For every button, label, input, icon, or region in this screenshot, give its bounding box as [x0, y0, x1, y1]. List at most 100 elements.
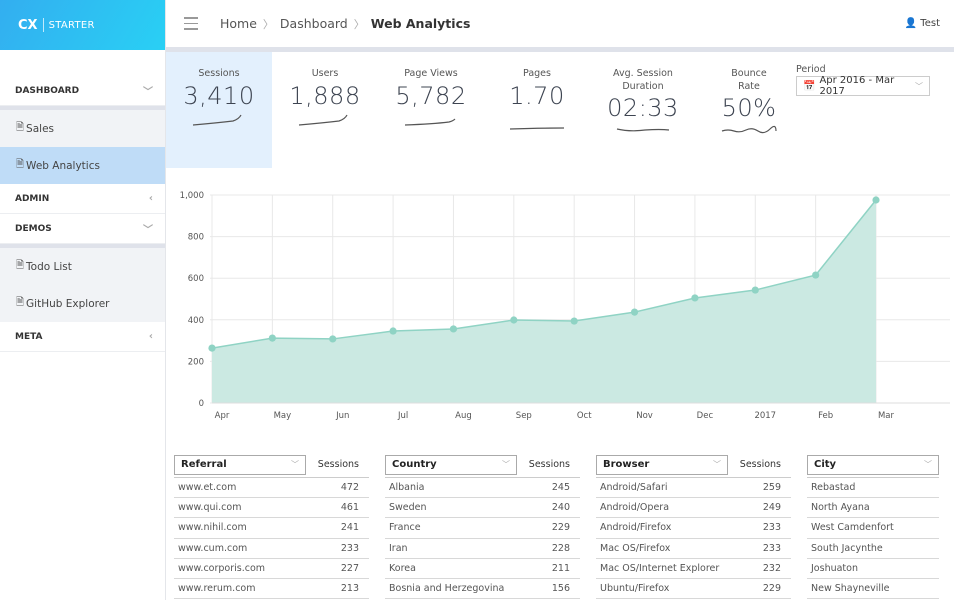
table-header: Referral ﹀ Sessions	[174, 452, 369, 478]
x-tick-label: Jul	[397, 411, 408, 421]
table-city: City ﹀ Rebastad North Ayana West Camdenfort S…	[807, 452, 939, 600]
table-row[interactable]: Korea 211	[385, 559, 580, 579]
row-label: New Shayneville	[811, 583, 890, 595]
table-row[interactable]: Bosnia and Herzegovina 156	[385, 579, 580, 600]
table-row[interactable]: Rebastad	[807, 478, 939, 499]
row-label: www.corporis.com	[178, 562, 266, 574]
table-row[interactable]: Ubuntu/Firefox 229	[596, 579, 791, 600]
row-label: Sweden	[389, 502, 427, 514]
stat-users[interactable]: Users 1,888	[272, 52, 378, 168]
logo[interactable]: CX STARTER	[0, 0, 165, 50]
chevron-right-icon: 〉	[353, 17, 365, 31]
table-row[interactable]: Joshuaton	[807, 559, 939, 579]
row-label: www.nihil.com	[178, 522, 247, 534]
data-point	[751, 286, 759, 294]
data-point	[630, 308, 639, 316]
row-label: Korea	[389, 562, 416, 574]
sparkline	[509, 126, 565, 130]
table-row[interactable]: www.nihil.com 241	[174, 518, 369, 539]
sidebar-item-todo-list[interactable]: 🗎 Todo List	[0, 248, 165, 285]
sidebar-section-demos[interactable]: DEMOS ﹀	[0, 214, 165, 244]
chevron-down-icon: ﹀	[713, 460, 721, 469]
dimension-select[interactable]: City ﹀	[807, 454, 939, 475]
metric-header: Sessions	[739, 459, 781, 470]
item-label: GitHub Explorer	[26, 297, 110, 310]
row-value: 229	[762, 583, 781, 595]
row-value: 245	[551, 482, 570, 494]
stat-avg-session-duration[interactable]: Avg. Session Duration 02:33	[590, 52, 696, 168]
table-row[interactable]: Android/Opera 249	[596, 498, 791, 519]
dimension-select[interactable]: Country ﹀	[385, 454, 517, 475]
sidebar: CX STARTER DASHBOARD ﹀ 🗎 Sales 🗎 Web Analyti…	[0, 0, 166, 600]
data-point	[510, 316, 518, 324]
table-row[interactable]: www.qui.com 461	[174, 498, 369, 519]
table-row[interactable]: Mac OS/Firefox 233	[596, 539, 791, 559]
stat-value: 3,410	[183, 81, 255, 110]
breadcrumb-home[interactable]: Home	[220, 16, 257, 31]
chevron-down-icon: ﹀	[143, 225, 153, 236]
table-row[interactable]: North Ayana	[807, 498, 939, 519]
stat-label: Sessions	[198, 68, 240, 79]
sidebar-section-admin[interactable]: ADMIN ‹	[0, 184, 165, 214]
menu-icon[interactable]	[184, 17, 198, 30]
row-value: 241	[340, 522, 359, 534]
item-label: Sales	[26, 122, 54, 135]
table-row[interactable]: West Camdenfort	[807, 518, 939, 539]
table-row[interactable]: France 229	[385, 518, 580, 539]
dimension-label: City	[814, 459, 837, 470]
stat-page-views[interactable]: Page Views 5,782	[378, 52, 484, 168]
table-row[interactable]: www.corporis.com 227	[174, 559, 369, 579]
row-value: 259	[762, 482, 781, 494]
user-menu[interactable]: 👤 Test	[905, 18, 940, 29]
row-value: 233	[340, 542, 359, 554]
sparkline	[298, 114, 348, 126]
table-row[interactable]: Sweden 240	[385, 498, 580, 519]
y-tick-label: 600	[188, 274, 204, 284]
series-line	[211, 199, 877, 349]
table-row[interactable]: Mac OS/Internet Explorer 232	[596, 559, 791, 579]
document-icon: 🗎	[16, 122, 25, 133]
row-label: Iran	[389, 542, 408, 554]
sidebar-item-sales[interactable]: 🗎 Sales	[0, 110, 165, 147]
header: Home 〉 Dashboard 〉 Web Analytics 👤 Test	[166, 0, 954, 52]
stat-pages[interactable]: Pages 1.70	[484, 52, 590, 168]
table-row[interactable]: Android/Firefox 233	[596, 518, 791, 539]
x-tick-label: Apr	[215, 411, 230, 421]
row-label: Android/Opera	[600, 502, 670, 514]
sidebar-item-github-explorer[interactable]: 🗎 GitHub Explorer	[0, 285, 165, 322]
table-row[interactable]: South Jacynthe	[807, 539, 939, 559]
row-value: 472	[340, 482, 359, 494]
stat-bounce-rate[interactable]: Bounce Rate 50%	[696, 52, 802, 168]
table-row[interactable]: Albania 245	[385, 478, 580, 499]
period-select[interactable]: 📅 Apr 2016 - Mar 2017 ﹀	[796, 75, 930, 97]
table-row[interactable]: www.rerum.com 213	[174, 579, 369, 600]
table-row[interactable]: www.et.com 472	[174, 478, 369, 499]
dimension-tables: Referral ﹀ Sessions www.et.com 472 www.qui.co…	[174, 452, 954, 600]
table-row[interactable]: Iran 228	[385, 539, 580, 559]
x-tick-label: Nov	[636, 411, 653, 421]
x-tick-label: Feb	[818, 411, 833, 421]
chevron-left-icon: ‹	[148, 331, 153, 342]
stat-label: Avg. Session Duration	[613, 68, 673, 92]
table-header: City ﹀	[807, 452, 939, 478]
dimension-label: Country	[392, 459, 437, 470]
table-row[interactable]: Android/Safari 259	[596, 478, 791, 499]
dimension-select[interactable]: Browser ﹀	[596, 454, 728, 475]
sidebar-section-dashboard[interactable]: DASHBOARD ﹀	[0, 76, 165, 106]
table-row[interactable]: New Shayneville	[807, 579, 939, 600]
stat-value: 1,888	[289, 81, 361, 110]
x-tick-label: Dec	[697, 411, 714, 421]
sidebar-section-meta[interactable]: META ‹	[0, 322, 165, 352]
stat-sessions[interactable]: Sessions 3,410	[166, 52, 272, 168]
sidebar-item-web-analytics[interactable]: 🗎 Web Analytics	[0, 147, 165, 184]
row-value: 229	[551, 522, 570, 534]
item-label: Todo List	[26, 260, 72, 273]
table-country: Country ﹀ Sessions Albania 245 Sweden 240 Franc…	[385, 452, 580, 600]
x-tick-label: May	[274, 411, 292, 421]
table-row[interactable]: www.cum.com 233	[174, 539, 369, 559]
data-point	[208, 344, 216, 352]
row-value: 232	[762, 562, 781, 574]
row-label: North Ayana	[811, 502, 870, 514]
breadcrumb-dashboard[interactable]: Dashboard	[279, 16, 348, 31]
dimension-select[interactable]: Referral ﹀	[174, 454, 306, 475]
